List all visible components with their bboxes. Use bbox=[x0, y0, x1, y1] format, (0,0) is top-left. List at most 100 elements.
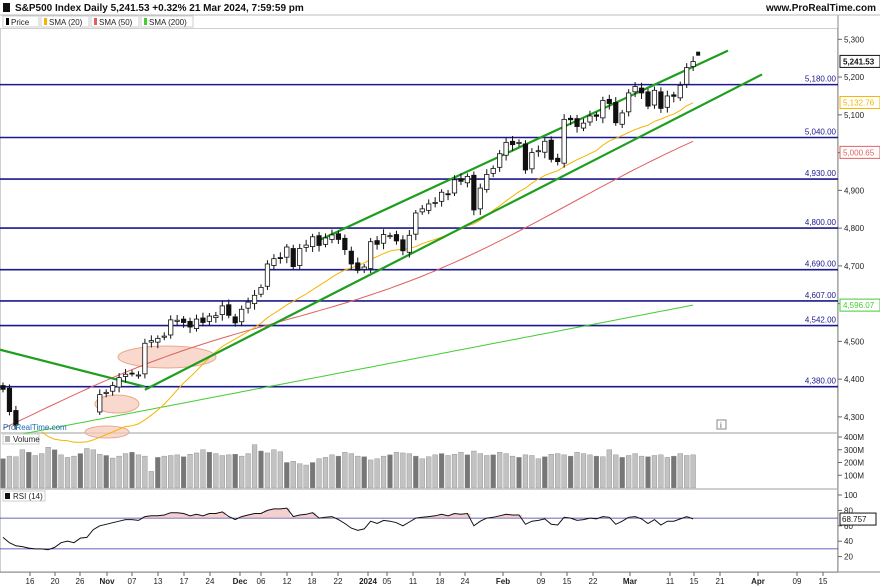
legend-label: SMA (50) bbox=[99, 18, 133, 27]
volume-bar bbox=[380, 455, 387, 489]
volume-bar bbox=[45, 447, 51, 489]
volume-bar bbox=[600, 456, 606, 489]
volume-bar bbox=[645, 456, 651, 489]
horizontal-level-label: 4,607.00 bbox=[805, 291, 837, 300]
x-tick-label: 11 bbox=[409, 577, 418, 586]
candle-body bbox=[555, 157, 561, 163]
candle-body bbox=[548, 139, 554, 160]
volume-bar bbox=[129, 452, 135, 489]
volume-bar bbox=[239, 455, 245, 489]
candle-body bbox=[651, 89, 658, 106]
y-tick-label: 4,900 bbox=[844, 186, 865, 195]
candle-body bbox=[329, 234, 335, 240]
volume-bar bbox=[0, 458, 6, 489]
candle-body bbox=[626, 92, 632, 113]
candle-body bbox=[129, 372, 135, 375]
legend-label: SMA (200) bbox=[149, 18, 187, 27]
candle-body bbox=[335, 233, 342, 240]
volume-bar bbox=[619, 457, 625, 489]
legend-label: SMA (20) bbox=[49, 18, 83, 27]
horizontal-level-label: 4,542.00 bbox=[805, 316, 837, 325]
volume-bar bbox=[445, 455, 451, 489]
volume-bar bbox=[471, 450, 477, 489]
candle-body bbox=[122, 373, 129, 377]
volume-bar bbox=[168, 455, 174, 489]
x-tick-label: 09 bbox=[537, 577, 546, 586]
sma-value-label: 5,132.76 bbox=[843, 98, 875, 107]
candle-body bbox=[316, 235, 322, 246]
volume-bar bbox=[58, 454, 64, 489]
x-tick-label: 13 bbox=[154, 577, 163, 586]
last-price-marker bbox=[696, 51, 701, 56]
sma50-line bbox=[2, 140, 694, 429]
volume-bar bbox=[90, 449, 96, 489]
candle-body bbox=[103, 391, 109, 394]
x-tick-label: 2024 bbox=[359, 577, 377, 586]
x-tick-label: 18 bbox=[308, 577, 317, 586]
chart-header: S&P500 Index Daily 5,241.53 +0.32% 21 Ma… bbox=[3, 3, 876, 14]
volume-bar bbox=[26, 452, 32, 489]
volume-bar bbox=[226, 454, 232, 489]
highlight-ellipse bbox=[94, 394, 140, 414]
candle-body bbox=[110, 385, 116, 392]
candle-body bbox=[13, 410, 19, 426]
volume-bar bbox=[251, 444, 258, 489]
rsi-value-label: 68.757 bbox=[842, 515, 867, 524]
rsi-overbought-fill bbox=[141, 508, 690, 519]
candle-body bbox=[368, 241, 374, 269]
volume-bar bbox=[497, 452, 503, 489]
y-tick-label: 4,700 bbox=[844, 262, 865, 271]
candle-body bbox=[671, 94, 677, 97]
candle-body bbox=[232, 316, 238, 324]
candle-body bbox=[561, 118, 567, 164]
volume-bar bbox=[32, 455, 38, 489]
brand-label[interactable]: www.ProRealTime.com bbox=[765, 3, 876, 14]
volume-bar bbox=[658, 454, 664, 489]
candle-body bbox=[297, 248, 303, 266]
volume-legend-box bbox=[2, 433, 40, 445]
chart-type-icon bbox=[3, 3, 10, 12]
candle-body bbox=[161, 335, 167, 338]
volume-bar bbox=[587, 454, 593, 489]
candle-body bbox=[613, 101, 619, 124]
candle-body bbox=[168, 319, 174, 336]
volume-bar bbox=[484, 455, 490, 489]
volume-bar bbox=[64, 457, 71, 489]
volume-bar bbox=[419, 458, 425, 489]
candle-body bbox=[522, 143, 529, 171]
volume-bar bbox=[690, 454, 696, 489]
volume-bar bbox=[426, 456, 432, 489]
x-tick-label: 21 bbox=[716, 577, 725, 586]
volume-bar bbox=[458, 452, 464, 489]
volume-bar bbox=[103, 455, 109, 489]
x-tick-label: 07 bbox=[128, 577, 137, 586]
rsi-tick-label: 60 bbox=[844, 522, 853, 531]
candle-body bbox=[97, 394, 103, 413]
volume-bar bbox=[613, 454, 619, 489]
volume-bar bbox=[355, 455, 361, 489]
volume-bar bbox=[503, 453, 509, 489]
x-tick-label: Mar bbox=[623, 577, 637, 586]
volume-bar bbox=[310, 462, 316, 489]
candle-body bbox=[0, 385, 6, 390]
chart-title: S&P500 Index Daily 5,241.53 +0.32% 21 Ma… bbox=[15, 3, 304, 14]
candle-body bbox=[638, 87, 645, 94]
volume-bar bbox=[19, 449, 25, 489]
y-tick-label: 4,500 bbox=[844, 337, 865, 346]
volume-bar bbox=[77, 453, 84, 489]
volume-bar bbox=[271, 449, 277, 489]
volume-bar bbox=[297, 463, 303, 489]
volume-tick-label: 200M bbox=[844, 459, 864, 468]
volume-bar bbox=[174, 454, 180, 489]
candle-body bbox=[580, 122, 587, 129]
x-tick-label: 15 bbox=[563, 577, 572, 586]
x-tick-label: 24 bbox=[461, 577, 470, 586]
candle-body bbox=[574, 118, 580, 127]
volume-bar bbox=[180, 456, 187, 489]
volume-bar bbox=[335, 455, 342, 489]
horizontal-level-label: 5,040.00 bbox=[805, 127, 837, 136]
y-tick-label: 5,200 bbox=[844, 73, 865, 82]
volume-bar bbox=[193, 452, 200, 489]
volume-bar bbox=[155, 457, 161, 489]
volume-bar bbox=[574, 452, 580, 489]
